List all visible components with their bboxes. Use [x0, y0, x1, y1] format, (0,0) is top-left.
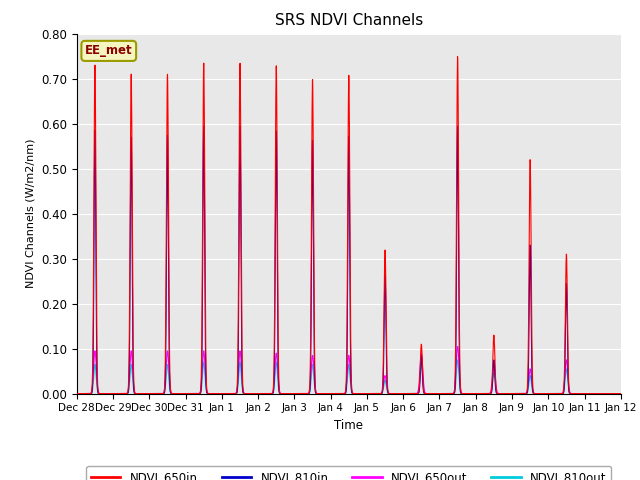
- Title: SRS NDVI Channels: SRS NDVI Channels: [275, 13, 423, 28]
- Legend: NDVI_650in, NDVI_810in, NDVI_650out, NDVI_810out: NDVI_650in, NDVI_810in, NDVI_650out, NDV…: [86, 466, 611, 480]
- X-axis label: Time: Time: [334, 419, 364, 432]
- Y-axis label: NDVI Channels (W/m2/nm): NDVI Channels (W/m2/nm): [26, 139, 36, 288]
- Text: EE_met: EE_met: [85, 44, 132, 58]
